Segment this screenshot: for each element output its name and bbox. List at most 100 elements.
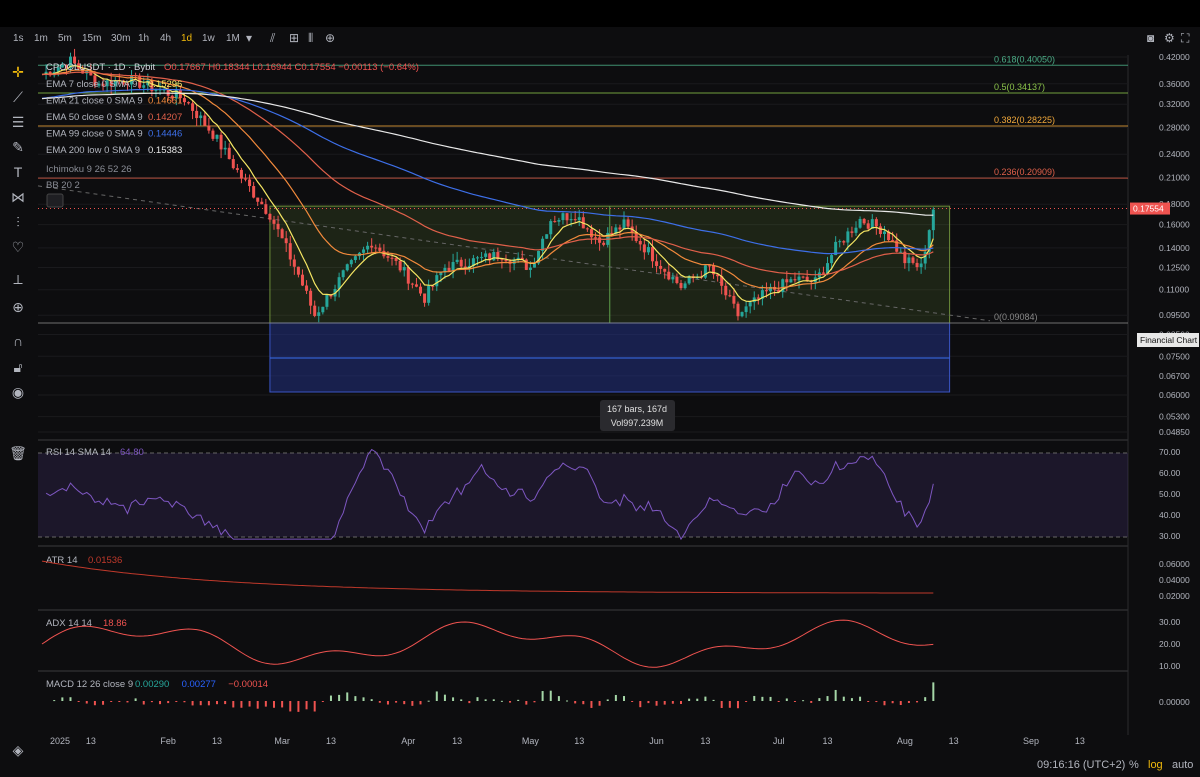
candle-body [707, 265, 711, 267]
candle-body [557, 220, 561, 222]
candle-body [622, 219, 626, 230]
atr-value: 0.01536 [88, 555, 122, 566]
zoom-icon[interactable]: ⊕ [12, 299, 24, 315]
macd-bar [533, 701, 536, 703]
candle-body [447, 267, 451, 272]
macd-bar [541, 691, 544, 701]
rsi-band [38, 453, 1128, 537]
crosshair-icon[interactable]: ✛ [12, 64, 24, 80]
macd-bar [566, 700, 569, 702]
camera-icon[interactable]: ◙ [1147, 31, 1155, 45]
compare-icon[interactable]: ⊞ [289, 31, 300, 45]
timeframe-5m[interactable]: 5m [58, 33, 72, 44]
candle-body [842, 241, 846, 243]
legend-ema-label: EMA 50 close 0 SMA 9 [46, 112, 143, 123]
x-tick-label: 13 [574, 736, 584, 746]
legend-ema-label: EMA 99 close 0 SMA 9 [46, 129, 143, 140]
trendline-icon[interactable]: ⟋ [13, 89, 23, 105]
timeframe-1h[interactable]: 1h [138, 33, 150, 44]
macd-bar [338, 694, 341, 701]
candle-body [589, 229, 593, 238]
add-icon[interactable]: ⊕ [325, 31, 336, 45]
chart-toolbar [0, 27, 1200, 55]
chart-type-icon[interactable]: ⦀ [308, 31, 314, 45]
macd-bar [313, 701, 316, 712]
macd-bar [419, 701, 422, 705]
favorite-icon[interactable]: ♡ [11, 239, 25, 255]
candle-body [191, 103, 195, 111]
candle-body [524, 259, 528, 270]
eye-icon[interactable]: ◉ [11, 384, 25, 400]
lock-icon[interactable]: 🔓︎ [13, 359, 23, 375]
timeframe-1s[interactable]: 1s [13, 33, 24, 44]
candle-body [97, 83, 101, 86]
macd-bar [175, 701, 178, 702]
macd-bar [199, 701, 202, 706]
candle-body [195, 110, 199, 119]
brush-icon[interactable]: ✎ [12, 139, 24, 155]
ruler-icon[interactable]: ⟂ [13, 271, 23, 287]
y-tick-label: 0.06700 [1159, 371, 1190, 381]
y-tick-label: 0.18000 [1159, 199, 1190, 209]
trash-icon[interactable]: 🗑︎ [9, 445, 27, 461]
candle-body [211, 130, 215, 139]
text-icon[interactable]: T [13, 164, 23, 180]
candle-body [891, 240, 895, 242]
percent-toggle[interactable]: % [1129, 759, 1139, 771]
legend-ema-value: 0.14446 [148, 129, 182, 140]
timeframe-4h[interactable]: 4h [160, 33, 172, 44]
timeframe-1w[interactable]: 1w [202, 33, 215, 44]
measure-icon[interactable]: ⫶ [16, 214, 20, 230]
chevron-down-icon[interactable]: ▾ [246, 31, 253, 45]
fib-icon[interactable]: ☰ [11, 114, 25, 130]
macd-bar [53, 700, 56, 702]
candle-body [459, 259, 463, 267]
timeframe-1d[interactable]: 1d [181, 33, 193, 44]
candle-body [313, 305, 317, 316]
candle-body [805, 276, 809, 281]
candle-body [394, 257, 398, 261]
layers-icon[interactable]: ◈ [12, 742, 24, 758]
candle-body [561, 213, 565, 221]
candle-body [642, 244, 646, 253]
candle-body [170, 95, 174, 99]
candle-body [345, 264, 349, 271]
macd-bar [77, 701, 80, 702]
macd-bar [623, 696, 626, 701]
timeframe-1m[interactable]: 1m [34, 33, 48, 44]
auto-toggle[interactable]: auto [1172, 759, 1194, 771]
candle-body [64, 64, 68, 69]
macd-bar [574, 701, 577, 704]
indicators-icon[interactable]: ⫽ [270, 31, 276, 45]
candle-body [423, 293, 427, 303]
candle-body [386, 256, 390, 258]
pattern-icon[interactable]: ⋈ [11, 189, 25, 205]
timeframe-1M[interactable]: 1M [226, 33, 240, 44]
status-bar [0, 754, 1200, 777]
y-tick-label: 0.21000 [1159, 172, 1190, 182]
candle-body [752, 297, 756, 303]
candle-body [125, 83, 129, 85]
collapse-legend-button[interactable] [46, 193, 64, 208]
macd-bar [167, 701, 170, 704]
settings-icon[interactable]: ⚙ [1164, 31, 1175, 45]
candle-body [414, 284, 418, 287]
fullscreen-icon[interactable]: ⛶ [1181, 31, 1190, 45]
log-toggle[interactable]: log [1148, 759, 1163, 771]
candle-body [402, 267, 406, 271]
fib-label: 0.5(0.34137) [994, 82, 1045, 92]
candle-body [549, 221, 553, 235]
macd-bar [329, 695, 332, 701]
candle-body [419, 286, 423, 294]
candle-body [260, 201, 264, 205]
macd-bar [191, 701, 194, 706]
timeframe-15m[interactable]: 15m [82, 33, 102, 44]
projection-box[interactable] [269, 322, 951, 393]
macd-bar [118, 701, 121, 702]
timeframe-30m[interactable]: 30m [111, 33, 131, 44]
candle-body [821, 272, 825, 274]
macd-bar [346, 692, 349, 701]
magnet-icon[interactable]: ∩ [12, 333, 24, 349]
legend-ohlc: O0.17667 H0.18344 L0.16944 C0.17554 −0.0… [164, 62, 419, 73]
